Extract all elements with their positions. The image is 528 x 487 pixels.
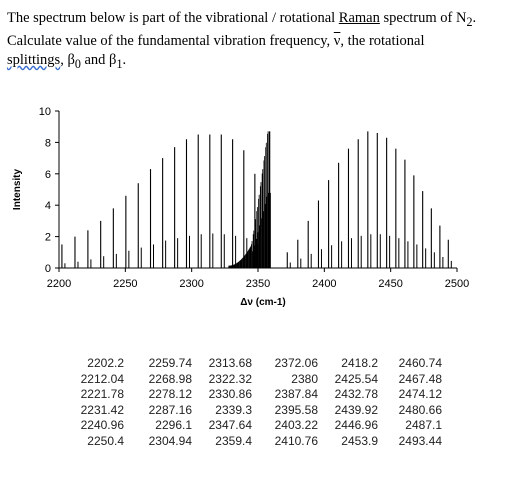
x-axis-title: Δν (cm-1): [240, 297, 286, 308]
question-text-segment: and β: [80, 51, 117, 68]
table-cell: 2221.78: [80, 387, 124, 402]
table-cell: 2493.44: [398, 433, 442, 448]
y-tick-label: 6: [45, 169, 51, 181]
subscript: 2: [466, 14, 473, 29]
table-cell: 2259.74: [148, 356, 192, 370]
axes: 0 2 4 6 8 10 2200 2250 2300 2350 2400 2450 2500: [39, 106, 469, 290]
table-cell: 2231.42: [80, 402, 124, 417]
y-tick-label: 10: [39, 106, 51, 118]
table-cell: 2460.74: [398, 356, 442, 370]
table-cell: 2339.3: [215, 402, 252, 417]
table-cell: 2304.94: [148, 433, 192, 448]
table-cell: 2212.04: [80, 371, 124, 386]
x-tick-label: 2200: [47, 278, 71, 290]
question-text-segment: .: [472, 10, 477, 26]
table-row: 2221.78 2278.12 2330.86 2387.84 2432.78 2474.…: [56, 387, 446, 403]
question-text: The spectrum below is part of the vibrat…: [7, 9, 522, 74]
question-line-3: splittings, β0 and β1.: [7, 51, 522, 74]
table-cell: 2322.32: [208, 371, 252, 386]
table-row: 2202.2 2259.74 2313.68 2372.06 2418.2 2460.74: [56, 356, 446, 372]
table-cell: 2474.12: [398, 387, 442, 402]
x-tick-label: 2350: [246, 278, 270, 290]
question-text-segment: spectrum of N: [379, 10, 467, 26]
y-axis-title: Intensity: [12, 169, 23, 211]
table-cell: 2268.98: [148, 371, 192, 386]
table-cell: 2380: [291, 371, 318, 386]
nu-symbol: ν: [333, 32, 341, 49]
table-cell: 2425.54: [334, 371, 378, 386]
question-line-2: Calculate value of the fundamental vibra…: [7, 32, 522, 51]
y-tick-label: 8: [45, 137, 51, 149]
y-tick-label: 4: [45, 200, 51, 212]
subscript: 0: [74, 56, 81, 71]
table-cell: 2240.96: [80, 418, 124, 433]
question-text-segment: The spectrum below is part of the vibrat…: [7, 10, 339, 26]
x-tick-label: 2250: [113, 278, 137, 290]
table-row: 2212.04 2268.98 2322.32 2380 2425.54 2467.48: [56, 372, 446, 388]
x-tick-label: 2300: [179, 278, 203, 290]
raman-spectrum-chart: 0 2 4 6 8 10 2200 2250 2300 2350 2400 2450 2500 Δν (…: [12, 106, 469, 308]
table-cell: 2202.2: [87, 356, 124, 370]
table-cell: 2453.9: [341, 433, 378, 448]
table-cell: 2418.2: [341, 356, 378, 370]
table-cell: 2287.16: [148, 402, 192, 417]
table-cell: 2347.64: [208, 418, 252, 433]
table-cell: 2439.92: [334, 402, 378, 417]
table-cell: 2403.22: [274, 418, 318, 433]
y-tick-label: 2: [45, 232, 51, 244]
table-cell: 2395.58: [274, 402, 318, 417]
table-row: 2240.96 2296.1 2347.64 2403.22 2446.96 2487.1: [56, 418, 446, 434]
table-cell: 2250.4: [87, 433, 124, 448]
x-tick-label: 2450: [378, 278, 402, 290]
subscript: 1: [116, 56, 123, 71]
table-cell: 2313.68: [208, 356, 252, 370]
table-row: 2250.4 2304.94 2359.4 2410.76 2453.9 2493.44: [56, 434, 446, 450]
table-cell: 2487.1: [405, 418, 442, 433]
question-line-1: The spectrum below is part of the vibrat…: [7, 9, 522, 32]
x-tick-label: 2400: [312, 278, 336, 290]
table-row: 2231.42 2287.16 2339.3 2395.58 2439.92 2480.6…: [56, 403, 446, 419]
table-cell: 2278.12: [148, 387, 192, 402]
splittings-word: splittings: [7, 51, 61, 68]
question-text-segment: Calculate value of the fundamental vibra…: [7, 32, 334, 49]
y-tick-label: 0: [45, 263, 51, 275]
table-cell: 2359.4: [215, 433, 252, 448]
table-cell: 2330.86: [208, 387, 252, 402]
table-cell: 2446.96: [334, 418, 378, 433]
raman-word: Raman: [338, 10, 380, 26]
table-cell: 2467.48: [398, 371, 442, 386]
table-cell: 2432.78: [334, 387, 378, 402]
question-text-segment: , the rotational: [340, 32, 425, 49]
table-cell: 2410.76: [274, 433, 318, 448]
wavenumber-table: 2202.2 2259.74 2313.68 2372.06 2418.2 2460.74…: [56, 356, 446, 450]
x-tick-label: 2500: [445, 278, 469, 290]
table-cell: 2387.84: [274, 387, 318, 402]
plot-area: [61, 131, 452, 268]
table-cell: 2372.06: [274, 356, 318, 370]
question-text-segment: .: [122, 51, 127, 68]
question-text-segment: , β: [60, 51, 75, 68]
table-cell: 2480.66: [398, 402, 442, 417]
table-cell: 2296.1: [155, 418, 192, 433]
